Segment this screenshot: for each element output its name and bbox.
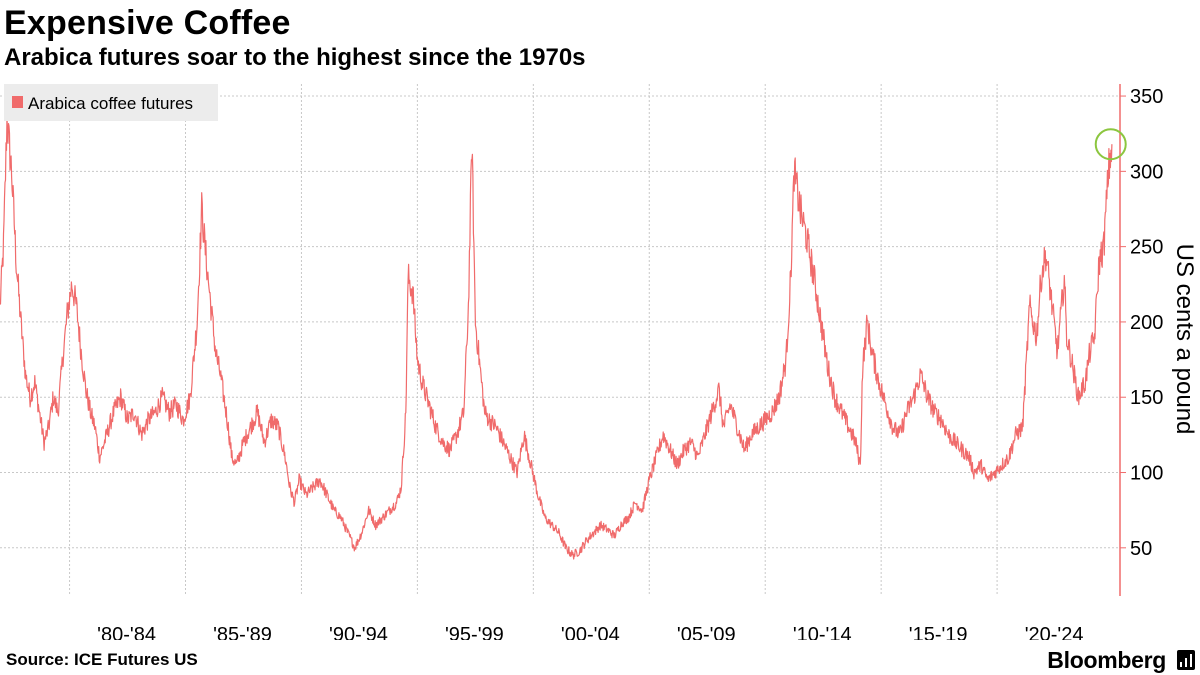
chart-area: 50 100 150 200 250 300 350 '80-'84 '85-'89 '90-'…: [0, 84, 1198, 640]
x-tick-label-1985: '85-'89: [213, 624, 272, 640]
x-axis: '80-'84 '85-'89 '90-'94 '95-'99 '00-'04 '05-'…: [97, 624, 1083, 640]
x-tick-label-1995: '95-'99: [445, 624, 504, 640]
series-layer: [0, 114, 1113, 560]
legend-background: [4, 84, 218, 121]
y-tick-label-150: 150: [1130, 387, 1163, 409]
x-tick-label-2015: '15-'19: [909, 624, 968, 640]
y-tick-label-350: 350: [1130, 86, 1163, 108]
latest-high-marker: [1094, 128, 1127, 161]
series-line-arabica: [0, 114, 1113, 560]
gridlines: [0, 84, 1120, 596]
y-tick-label-300: 300: [1130, 161, 1163, 183]
x-tick-label-2020: '20-'24: [1025, 624, 1084, 640]
source-note: Source: ICE Futures US: [6, 650, 198, 669]
x-tick-label-1990: '90-'94: [329, 624, 388, 640]
brand-logo: Bloomberg: [1047, 647, 1166, 673]
x-tick-label-2000: '00-'04: [561, 624, 620, 640]
legend-entry-arabica: Arabica coffee futures: [28, 94, 193, 113]
legend-swatch: [12, 96, 23, 108]
y-tick-label-100: 100: [1130, 463, 1163, 485]
y-axis-label: US cents a pound: [1171, 244, 1198, 435]
x-tick-label-2005: '05-'09: [677, 624, 736, 640]
y-tick-label-200: 200: [1130, 312, 1163, 334]
chart-subtitle: Arabica futures soar to the highest sinc…: [4, 44, 586, 71]
y-tick-label-50: 50: [1130, 538, 1152, 560]
x-tick-label-1980: '80-'84: [97, 624, 156, 640]
x-tick-label-2010: '10-'14: [793, 624, 852, 640]
chart-title: Expensive Coffee: [4, 4, 291, 42]
y-axis: 50 100 150 200 250 300 350: [1119, 84, 1163, 596]
legend: Arabica coffee futures: [4, 84, 218, 121]
bloomberg-bar-chart-icon: [1177, 650, 1195, 670]
y-tick-label-250: 250: [1130, 237, 1163, 259]
